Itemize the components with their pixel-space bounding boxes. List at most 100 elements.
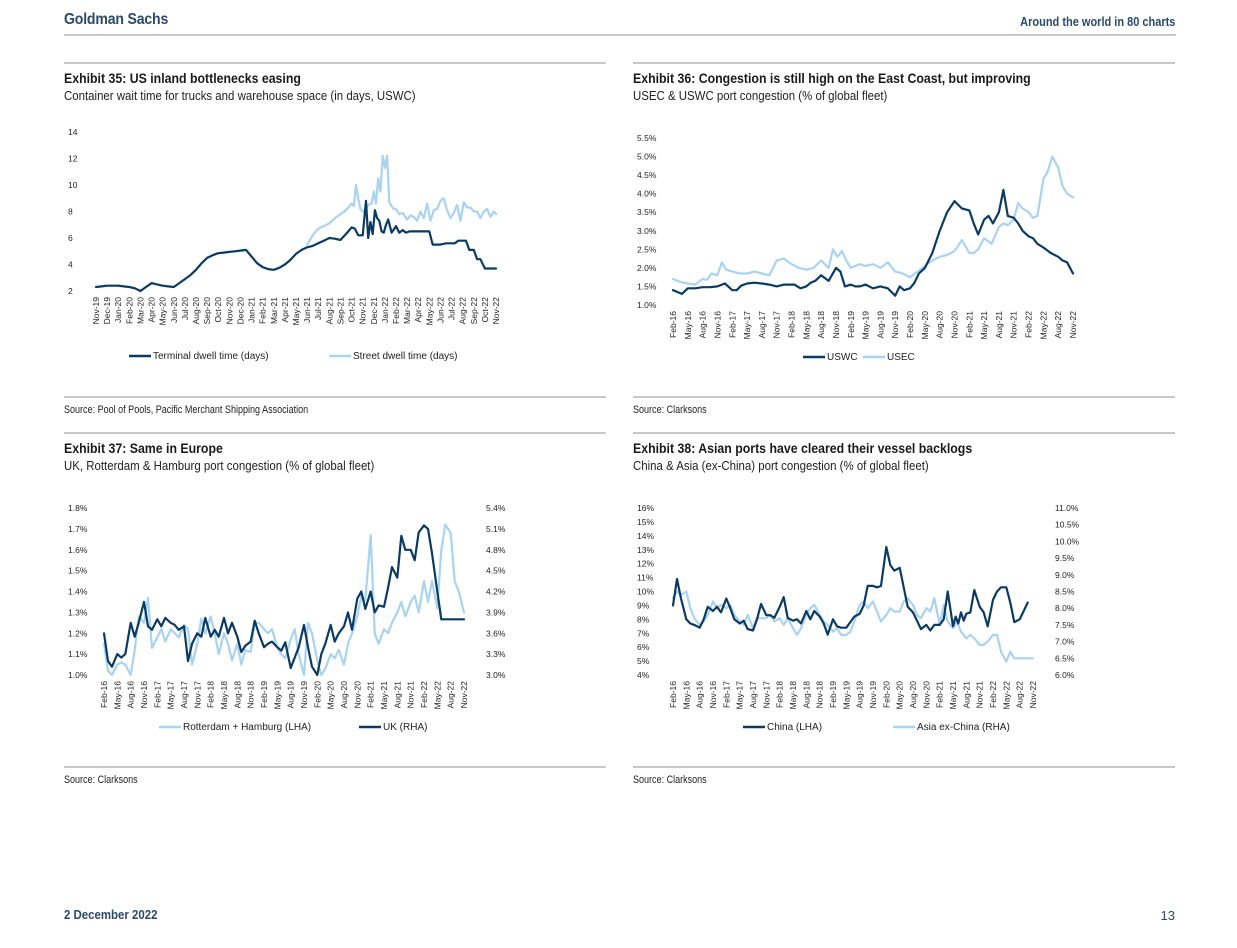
y-tick-label: 10: [68, 180, 78, 190]
x-tick-label: Nov-20: [949, 311, 959, 339]
y-tick-label: 5%: [637, 656, 650, 666]
exhibit-36-panel: Exhibit 36: Congestion is still high on …: [633, 62, 1175, 422]
series-line-china-lha: [671, 545, 1029, 636]
x-tick-label: Aug-22: [458, 297, 468, 325]
y2-tick-label: 6.0%: [1055, 670, 1075, 680]
x-tick-label: Jul-22: [447, 297, 457, 320]
y-tick-label: 15%: [637, 517, 654, 527]
x-tick-label: May-21: [948, 681, 958, 710]
y2-tick-label: 8.5%: [1055, 587, 1075, 597]
y-tick-label: 11%: [637, 573, 654, 583]
x-tick-label: Aug-20: [908, 681, 918, 709]
x-tick-label: May-20: [895, 681, 905, 710]
legend-label: USEC: [887, 352, 915, 363]
exhibit-36-chart: 1.0% 1.5% 2.0% 2.5% 3.0% 3.5% 4.0% 4.5% 5.0% 5.5%…: [637, 133, 1078, 363]
exhibit-35-panel: Exhibit 35: US inland bottlenecks easing…: [64, 62, 606, 422]
x-tick-label: Nov-17: [772, 311, 782, 339]
x-tick-label: Feb-19: [828, 681, 838, 708]
exhibit-subtitle: China & Asia (ex-China) port congestion …: [633, 458, 929, 473]
y2-tick-label: 10.0%: [1055, 536, 1080, 546]
x-tick-label: Aug-16: [695, 681, 705, 709]
x-tick-label: Nov-20: [224, 297, 234, 325]
x-tick-label: Nov-19: [91, 297, 101, 325]
exhibit-title: Exhibit 37: Same in Europe: [64, 440, 223, 456]
x-tick-label: Feb-16: [668, 681, 678, 708]
source-note: Source: Clarksons: [633, 404, 707, 416]
x-tick-label: Aug-22: [446, 681, 456, 709]
y-tick-label: 5.5%: [637, 133, 657, 143]
x-tick-label: Sep-20: [202, 297, 212, 325]
x-tick-label: Jan-20: [113, 297, 123, 323]
y-tick-label: 12: [68, 154, 78, 164]
legend-label: Asia ex-China (RHA): [917, 722, 1010, 733]
x-tick-label: May-21: [379, 681, 389, 710]
panel-top-divider: [64, 62, 606, 64]
x-tick-label: May-20: [920, 311, 930, 340]
y2-tick-label: 3.9%: [486, 607, 506, 617]
exhibit-title: Exhibit 36: Congestion is still high on …: [633, 70, 1031, 86]
x-tick-label: May-22: [1001, 681, 1011, 710]
y-tick-label: 6: [68, 233, 73, 243]
y-tick-label: 9%: [637, 600, 650, 610]
legend-label: Terminal dwell time (days): [153, 351, 269, 362]
x-tick-label: Jun-21: [302, 297, 312, 323]
x-tick-label: Nov-20: [921, 681, 931, 709]
series-line-rotterdam-hamburg-lha: [102, 523, 466, 677]
y-tick-label: 1.0%: [637, 300, 657, 310]
x-tick-label: Nov-19: [868, 681, 878, 709]
x-tick-label: May-17: [735, 681, 745, 710]
legend-label: USWC: [827, 352, 858, 363]
y-tick-label: 3.5%: [637, 207, 657, 217]
x-tick-label: Aug-18: [232, 681, 242, 709]
x-tick-label: Nov-21: [358, 297, 368, 325]
y-tick-label: 2: [68, 286, 73, 296]
x-tick-label: Feb-17: [727, 311, 737, 338]
legend-label: China (LHA): [767, 722, 822, 733]
legend-label: UK (RHA): [383, 722, 427, 733]
y2-tick-label: 11.0%: [1055, 503, 1079, 513]
x-tick-label: Aug-20: [191, 297, 201, 325]
x-tick-label: May-16: [681, 681, 691, 710]
x-tick-label: May-21: [979, 311, 989, 340]
x-tick-label: Aug-18: [816, 311, 826, 339]
y-tick-label: 12%: [637, 559, 654, 569]
x-tick-label: Feb-17: [152, 681, 162, 708]
header-divider: [64, 34, 1176, 36]
x-tick-label: Jan-21: [247, 297, 257, 323]
source-note: Source: Pool of Pools, Pacific Merchant …: [64, 404, 309, 416]
x-tick-label: Nov-16: [708, 681, 718, 709]
x-tick-label: Nov-17: [192, 681, 202, 709]
x-tick-label: Feb-16: [668, 311, 678, 338]
y2-tick-label: 3.3%: [486, 649, 506, 659]
exhibit-37-panel: Exhibit 37: Same in Europe UK, Rotterdam…: [64, 432, 606, 792]
y-tick-label: 16%: [637, 503, 654, 513]
x-tick-label: Feb-22: [419, 681, 429, 708]
x-tick-label: Jul-20: [180, 297, 190, 320]
x-tick-label: Mar-20: [135, 297, 145, 324]
series-line-terminal-dwell-time-days: [94, 199, 498, 293]
x-tick-label: Feb-21: [964, 311, 974, 338]
x-tick-label: Oct-20: [213, 297, 223, 323]
x-tick-label: Nov-18: [815, 681, 825, 709]
source-note: Source: Clarksons: [633, 774, 707, 786]
x-tick-label: May-20: [158, 297, 168, 326]
panel-top-divider: [633, 62, 1175, 64]
x-tick-label: Feb-16: [99, 681, 109, 708]
x-tick-label: Apr-20: [147, 297, 157, 323]
series-line-uk-rha: [102, 524, 466, 677]
x-tick-label: May-17: [166, 681, 176, 710]
x-tick-label: May-22: [424, 297, 434, 326]
y2-tick-label: 7.0%: [1055, 637, 1075, 647]
x-tick-label: Dec-20: [235, 297, 245, 325]
x-tick-label: Feb-20: [312, 681, 322, 708]
exhibit-35-chart: 2 4 6 8 10 12 14 Nov-19 Dec-19 Jan-20 Feb-20 Mar-20…: [68, 127, 501, 362]
y-tick-label: 1.1%: [68, 649, 88, 659]
x-tick-label: May-19: [272, 681, 282, 710]
y-tick-label: 2.0%: [637, 263, 657, 273]
x-tick-label: Nov-19: [299, 681, 309, 709]
x-tick-label: Nov-19: [890, 311, 900, 339]
x-tick-label: Aug-19: [286, 681, 296, 709]
x-tick-label: Feb-20: [124, 297, 134, 324]
x-tick-label: Sep-22: [469, 297, 479, 325]
x-tick-label: Feb-21: [258, 297, 268, 324]
